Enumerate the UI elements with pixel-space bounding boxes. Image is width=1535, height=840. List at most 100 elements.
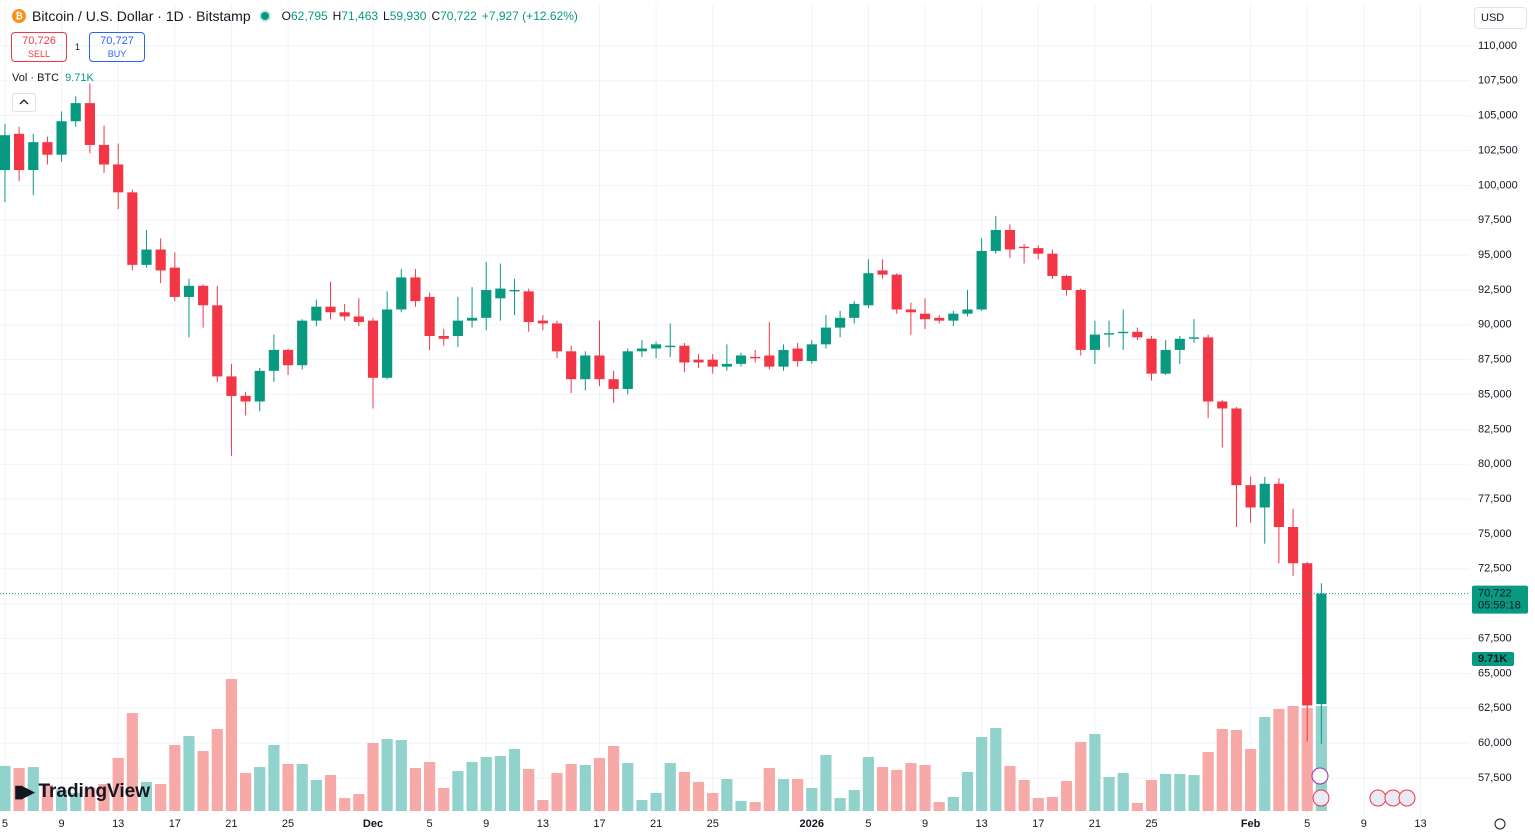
volume-legend-value: 9.71K [65, 72, 94, 84]
candle-body [0, 135, 11, 171]
candle-body [693, 359, 704, 363]
candle-body [141, 249, 152, 265]
candle-body [282, 349, 294, 366]
volume-bar [650, 792, 662, 811]
volume-bar [1230, 729, 1243, 811]
candle-body [297, 320, 308, 366]
buy-price: 70,727 [100, 35, 134, 47]
volume-bar [1188, 775, 1200, 811]
candle-body [56, 121, 67, 155]
volume-bar [183, 736, 195, 811]
candle-body [919, 313, 931, 320]
volume-bar [353, 794, 365, 811]
candle-body [183, 285, 195, 297]
volume-bar [339, 798, 351, 811]
volume-bar [806, 787, 818, 811]
x-tick-label: 5 [1304, 818, 1310, 830]
volume-bar [664, 763, 676, 811]
candle-body [934, 317, 945, 321]
buy-button[interactable]: 70,727 BUY [89, 32, 145, 62]
volume-bar [112, 757, 124, 811]
spread: 1 [75, 42, 81, 52]
candle-body [98, 144, 110, 165]
candle-body [198, 285, 209, 306]
volume-bar [466, 761, 478, 811]
volume-bar [523, 768, 535, 811]
candle-body [1160, 349, 1171, 374]
y-tick-label: 60,000 [1478, 737, 1512, 749]
volume-bar [636, 799, 648, 811]
volume-bar [296, 764, 308, 811]
volume-bar [749, 802, 761, 811]
volume-bar [1060, 780, 1073, 811]
volume-bar [268, 745, 280, 811]
volume-bar [211, 729, 223, 811]
candle-body [863, 273, 874, 306]
y-tick-label: 67,500 [1478, 632, 1512, 644]
market-status [260, 12, 269, 20]
candle-body [1118, 331, 1129, 334]
candle-body [1061, 276, 1072, 290]
x-tick-label: 13 [976, 818, 988, 830]
candle-body [608, 379, 619, 389]
symbol-title[interactable]: Bitcoin / U.S. Dollar · 1D · Bitstamp [32, 8, 251, 24]
brand-logo: ▮▶ TradingView [14, 781, 150, 803]
volume-bar [1202, 752, 1214, 811]
volume-bar [0, 765, 11, 811]
candle-body [353, 316, 364, 323]
candle-body [311, 306, 322, 321]
candle-body [1047, 253, 1058, 277]
volume-bar [1018, 779, 1030, 811]
candle-body [707, 359, 718, 367]
volume-bar [84, 787, 96, 811]
candle-body [835, 317, 846, 328]
candle-body [580, 355, 591, 380]
currency-selector[interactable]: USD [1474, 7, 1527, 29]
x-tick-label: Dec [363, 818, 383, 830]
candle-body [905, 309, 916, 313]
x-tick-label: 5 [865, 818, 871, 830]
candle-body [509, 289, 520, 292]
countdown-label: 05:59:18 [1478, 600, 1521, 612]
volume-bar [551, 772, 563, 811]
x-tick-label: 2026 [800, 818, 824, 830]
candle-body [14, 133, 25, 171]
ohlc-value: 70,722 [440, 9, 477, 23]
volume-bar [848, 790, 860, 811]
volume-bar [891, 769, 903, 811]
candle-body [764, 355, 775, 367]
settings-icon [1494, 818, 1506, 830]
candle-body [1075, 289, 1086, 350]
candle-body [1132, 331, 1143, 338]
volume-bar [13, 768, 25, 811]
candle-body [806, 344, 817, 362]
volume-bar [707, 792, 719, 811]
volume-bar [27, 767, 39, 811]
collapse-button[interactable] [12, 93, 36, 112]
volume-bar [239, 772, 252, 811]
candle-body [113, 164, 124, 193]
x-tick-label: 25 [1145, 818, 1157, 830]
volume-bar [282, 764, 294, 811]
x-tick-label: 21 [1089, 818, 1101, 830]
volume-bar [41, 784, 54, 811]
volume-bar [1259, 717, 1271, 811]
volume-bar [608, 745, 620, 811]
candle-body [1203, 337, 1214, 402]
price-axis [1470, 0, 1535, 840]
y-tick-label: 80,000 [1478, 458, 1512, 470]
candle-body [877, 270, 888, 275]
volume-bar [438, 787, 450, 811]
volume-tag-label: 9.71K [1478, 653, 1507, 665]
y-tick-label: 97,500 [1478, 214, 1512, 226]
event-icon [1369, 789, 1387, 807]
candle-body [679, 345, 690, 363]
candle-body [1019, 246, 1030, 249]
y-tick-label: 65,000 [1478, 667, 1512, 679]
x-tick-label: 5 [427, 818, 433, 830]
volume-bar [452, 771, 464, 811]
sell-label: SELL [27, 49, 51, 59]
sell-button[interactable]: 70,726 SELL [11, 32, 67, 62]
candle-body [566, 351, 577, 380]
